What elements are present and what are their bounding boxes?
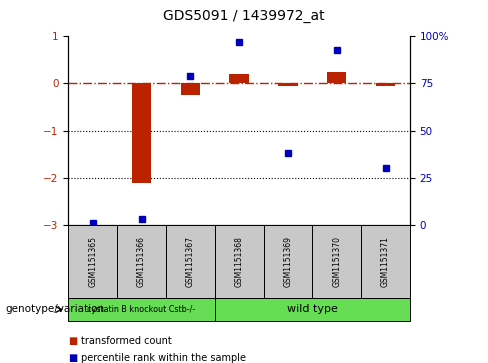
Bar	[68, 225, 117, 298]
Bar	[68, 298, 215, 321]
Bar	[215, 298, 410, 321]
Text: wild type: wild type	[287, 305, 338, 314]
Text: ■: ■	[68, 352, 78, 363]
Bar	[229, 74, 249, 83]
Bar	[132, 83, 151, 183]
Text: GSM1151366: GSM1151366	[137, 236, 146, 287]
Bar	[312, 225, 361, 298]
Bar	[264, 225, 312, 298]
Text: GSM1151371: GSM1151371	[381, 236, 390, 287]
Text: GSM1151368: GSM1151368	[235, 236, 244, 287]
Text: GSM1151369: GSM1151369	[284, 236, 292, 287]
Bar	[181, 83, 200, 95]
Text: ■: ■	[68, 336, 78, 346]
Text: cystatin B knockout Cstb-/-: cystatin B knockout Cstb-/-	[87, 305, 196, 314]
Text: GSM1151365: GSM1151365	[88, 236, 97, 287]
Text: GSM1151370: GSM1151370	[332, 236, 341, 287]
Text: GDS5091 / 1439972_at: GDS5091 / 1439972_at	[163, 9, 325, 23]
Bar	[278, 83, 298, 86]
Bar	[327, 72, 346, 83]
Bar	[117, 225, 166, 298]
Bar	[361, 225, 410, 298]
Bar	[376, 83, 395, 86]
Text: GSM1151367: GSM1151367	[186, 236, 195, 287]
Text: percentile rank within the sample: percentile rank within the sample	[81, 352, 245, 363]
Text: genotype/variation: genotype/variation	[5, 305, 104, 314]
Text: transformed count: transformed count	[81, 336, 171, 346]
Bar	[215, 225, 264, 298]
Bar	[166, 225, 215, 298]
